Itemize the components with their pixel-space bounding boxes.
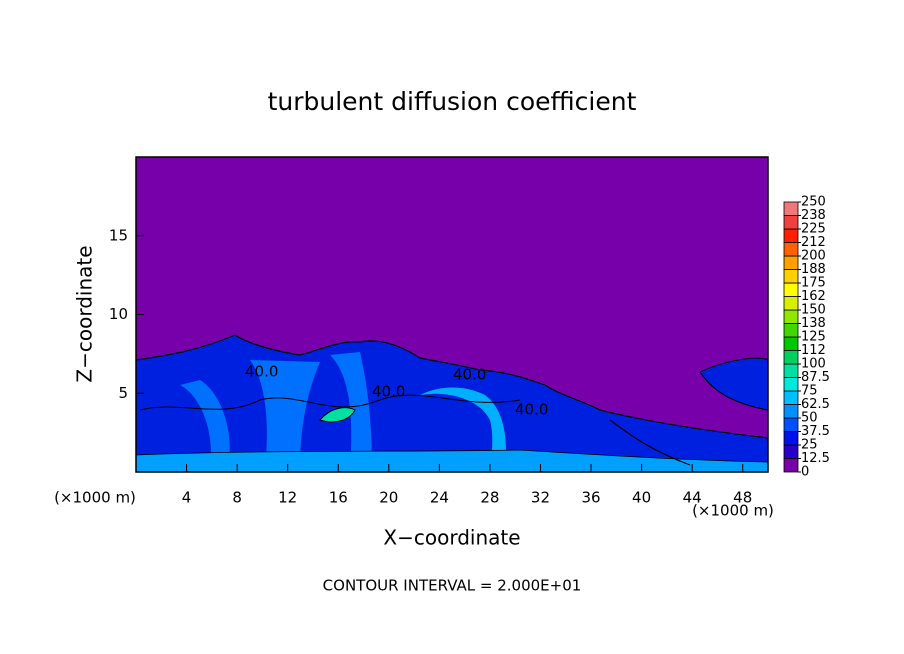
colorbar-label: 75 — [801, 384, 818, 399]
colorbar-band — [783, 323, 799, 338]
colorbar-label: 62.5 — [801, 397, 830, 412]
colorbar-band — [783, 309, 799, 324]
colorbar-band — [783, 282, 799, 297]
contour-line — [609, 419, 691, 466]
colorbar-band — [783, 350, 799, 365]
colorbar-label: 138 — [801, 316, 826, 331]
x-unit: (×1000 m) — [692, 502, 774, 520]
colorbar-label: 37.5 — [801, 424, 830, 439]
colorbar-label: 112 — [801, 343, 826, 358]
colorbar-label: 162 — [801, 289, 826, 304]
colorbar-band — [783, 390, 799, 405]
colorbar-label: 238 — [801, 208, 826, 223]
field-region — [420, 387, 506, 470]
colorbar-label: 188 — [801, 262, 826, 277]
field-region — [180, 380, 230, 468]
colorbar-label: 250 — [801, 195, 826, 210]
y-tick-label: 5 — [118, 384, 128, 402]
field-region — [136, 449, 768, 472]
contour-line — [139, 394, 521, 411]
contour-field — [136, 157, 768, 472]
colorbar-band — [783, 269, 799, 284]
x-tick-label: 12 — [278, 489, 297, 507]
colorbar-band — [783, 444, 799, 459]
y-unit: (×1000 m) — [54, 489, 136, 507]
contour-label: 40.0 — [515, 401, 548, 419]
colorbar-label: 87.5 — [801, 370, 830, 385]
colorbar-band — [783, 363, 799, 378]
colorbar-band — [783, 215, 799, 230]
colorbar-band — [783, 417, 799, 432]
colorbar-label: 100 — [801, 357, 826, 372]
colorbar-band — [783, 377, 799, 392]
x-tick-label: 32 — [531, 489, 550, 507]
colorbar-band — [783, 431, 799, 446]
colorbar-band — [783, 228, 799, 243]
colorbar-band — [783, 201, 799, 216]
colorbar-label: 225 — [801, 222, 826, 237]
colorbar-band — [783, 458, 799, 473]
colorbar-label: 175 — [801, 276, 826, 291]
x-tick-label: 24 — [430, 489, 449, 507]
colorbar-label: 0 — [801, 465, 809, 480]
x-axis-label: X−coordinate — [383, 526, 520, 550]
contour-label: 40.0 — [245, 363, 278, 381]
x-tick-label: 20 — [379, 489, 398, 507]
chart-title: turbulent diffusion coefficient — [268, 87, 637, 116]
colorbar-label: 150 — [801, 303, 826, 318]
x-tick-label: 28 — [480, 489, 499, 507]
colorbar-band — [783, 404, 799, 419]
x-tick-label: 8 — [232, 489, 242, 507]
colorbar-label: 200 — [801, 249, 826, 264]
contour-label: 40.0 — [372, 383, 405, 401]
y-tick-label: 10 — [109, 305, 128, 323]
contour-label: 40.0 — [453, 366, 486, 384]
colorbar-band — [783, 242, 799, 257]
field-region — [319, 407, 356, 423]
field-region — [250, 360, 320, 468]
colorbar-label: 125 — [801, 330, 826, 345]
x-tick-label: 44 — [683, 489, 702, 507]
x-tick-label: 16 — [329, 489, 348, 507]
colorbar-label: 12.5 — [801, 451, 830, 466]
x-tick-label: 36 — [581, 489, 600, 507]
colorbar-band — [783, 296, 799, 311]
colorbar-label: 212 — [801, 235, 826, 250]
colorbar-label: 50 — [801, 411, 818, 426]
colorbar-band — [783, 255, 799, 270]
colorbar-label: 25 — [801, 438, 818, 453]
field-region — [699, 357, 768, 411]
y-axis-label: Z−coordinate — [73, 245, 97, 382]
colorbar-band — [783, 336, 799, 351]
x-tick-label: 48 — [733, 489, 752, 507]
footnote: CONTOUR INTERVAL = 2.000E+01 — [323, 577, 582, 595]
x-tick-label: 4 — [182, 489, 192, 507]
y-tick-label: 15 — [109, 226, 128, 244]
x-tick-label: 40 — [632, 489, 651, 507]
